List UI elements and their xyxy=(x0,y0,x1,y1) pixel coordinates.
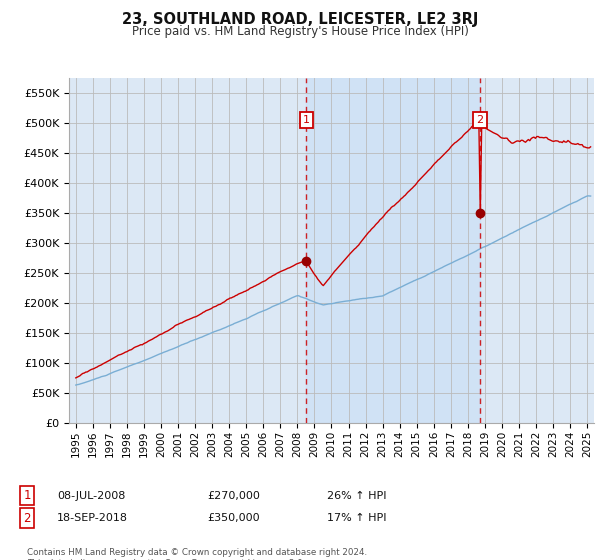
Text: 17% ↑ HPI: 17% ↑ HPI xyxy=(327,513,386,523)
Text: 1: 1 xyxy=(23,489,31,502)
Text: Contains HM Land Registry data © Crown copyright and database right 2024.
This d: Contains HM Land Registry data © Crown c… xyxy=(27,548,367,560)
Text: £350,000: £350,000 xyxy=(207,513,260,523)
Text: £270,000: £270,000 xyxy=(207,491,260,501)
Text: 23, SOUTHLAND ROAD, LEICESTER, LE2 3RJ: 23, SOUTHLAND ROAD, LEICESTER, LE2 3RJ xyxy=(122,12,478,27)
Text: 08-JUL-2008: 08-JUL-2008 xyxy=(57,491,125,501)
Text: 2: 2 xyxy=(23,511,31,525)
Text: 2: 2 xyxy=(476,115,484,125)
Text: 18-SEP-2018: 18-SEP-2018 xyxy=(57,513,128,523)
Text: 1: 1 xyxy=(303,115,310,125)
Text: 26% ↑ HPI: 26% ↑ HPI xyxy=(327,491,386,501)
Text: Price paid vs. HM Land Registry's House Price Index (HPI): Price paid vs. HM Land Registry's House … xyxy=(131,25,469,38)
Bar xyxy=(306,78,480,423)
